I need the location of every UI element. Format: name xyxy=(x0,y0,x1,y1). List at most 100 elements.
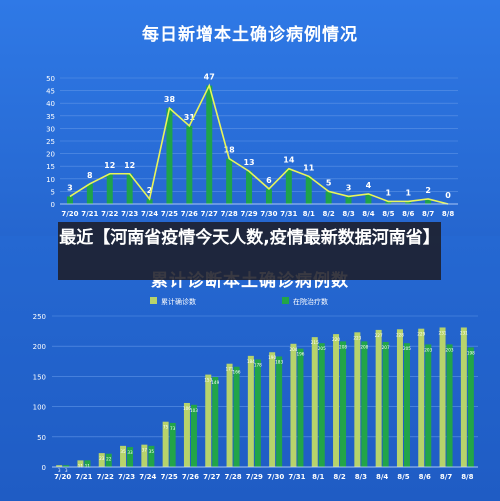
data-label: 3 xyxy=(346,183,352,192)
bar xyxy=(345,196,352,204)
data-label: 75 xyxy=(163,425,169,430)
data-label: 38 xyxy=(164,95,176,104)
bar xyxy=(56,465,63,467)
data-label: 3 xyxy=(65,468,68,473)
x-tick-label: 8/8 xyxy=(442,210,454,218)
x-tick-label: 7/29 xyxy=(240,210,257,218)
bar xyxy=(382,341,389,467)
y-tick-label: 150 xyxy=(33,373,46,381)
y-tick-label: 45 xyxy=(46,88,55,96)
x-tick-label: 7/23 xyxy=(118,473,135,481)
data-label: 11 xyxy=(78,463,84,468)
data-label: 106 xyxy=(183,406,191,411)
bar xyxy=(190,404,197,467)
data-label: 231 xyxy=(439,330,447,335)
x-tick-label: 8/7 xyxy=(440,473,452,481)
x-tick-label: 8/3 xyxy=(355,473,367,481)
bar xyxy=(212,377,219,467)
data-label: 11 xyxy=(303,163,315,172)
data-label: 190 xyxy=(268,355,276,360)
x-tick-label: 7/20 xyxy=(61,210,78,218)
bar xyxy=(205,374,212,467)
x-tick-label: 7/25 xyxy=(161,473,178,481)
data-label: 207 xyxy=(382,345,390,350)
bar xyxy=(439,327,446,467)
x-tick-label: 8/3 xyxy=(342,210,354,218)
bar xyxy=(166,108,173,204)
data-label: 11 xyxy=(85,463,91,468)
data-label: 178 xyxy=(254,362,262,367)
bar xyxy=(318,343,325,467)
bar xyxy=(126,173,133,204)
trend-line xyxy=(69,83,449,205)
x-tick-label: 7/24 xyxy=(139,473,156,481)
data-label: 204 xyxy=(289,347,297,352)
bar xyxy=(141,444,148,467)
legend-swatch xyxy=(150,297,157,304)
bar xyxy=(120,445,127,467)
bar xyxy=(127,447,134,467)
data-label: 8 xyxy=(87,171,93,180)
data-label: 5 xyxy=(326,178,332,187)
bar xyxy=(311,337,318,467)
data-label: 171 xyxy=(226,367,234,372)
bar xyxy=(425,344,432,467)
data-label: 3 xyxy=(58,468,61,473)
x-tick-label: 8/8 xyxy=(461,473,473,481)
data-label: 47 xyxy=(204,73,215,82)
bar xyxy=(162,421,169,467)
data-label: 35 xyxy=(149,449,155,454)
data-label: 3 xyxy=(67,183,73,192)
x-tick-label: 7/30 xyxy=(260,210,277,218)
y-tick-label: 100 xyxy=(33,404,46,412)
bar xyxy=(265,188,272,204)
data-label: 37 xyxy=(142,448,148,453)
x-tick-label: 7/28 xyxy=(221,210,238,218)
x-tick-label: 7/27 xyxy=(203,473,220,481)
data-label: 149 xyxy=(211,380,219,385)
data-label: 2 xyxy=(147,186,153,195)
bar xyxy=(233,366,240,467)
data-label: 1 xyxy=(405,188,411,197)
legend-swatch xyxy=(282,297,289,304)
bar xyxy=(105,453,112,467)
data-label: 4 xyxy=(366,181,372,190)
x-tick-label: 7/31 xyxy=(280,210,297,218)
x-tick-label: 8/2 xyxy=(333,473,345,481)
x-tick-label: 7/31 xyxy=(288,473,305,481)
headline-overlay: 最近【河南省疫情今天人数,疫情最新数据河南省】 xyxy=(58,222,441,280)
daily-cases-chart: 0510152025303540455037/2087/21127/22127/… xyxy=(46,73,458,218)
y-tick-label: 50 xyxy=(37,434,46,442)
data-label: 228 xyxy=(396,332,404,337)
y-tick-label: 5 xyxy=(51,188,55,196)
bar xyxy=(333,334,340,467)
y-tick-label: 0 xyxy=(51,201,55,209)
bar xyxy=(66,196,73,204)
data-label: 22 xyxy=(106,457,112,462)
x-tick-label: 8/1 xyxy=(303,210,315,218)
x-tick-label: 7/27 xyxy=(201,210,218,218)
x-tick-label: 7/26 xyxy=(182,473,199,481)
data-label: 215 xyxy=(311,340,319,345)
data-label: 229 xyxy=(417,332,425,337)
data-label: 153 xyxy=(204,378,212,383)
bar xyxy=(297,348,304,467)
bar xyxy=(403,343,410,467)
y-tick-label: 0 xyxy=(42,464,46,472)
data-label: 13 xyxy=(243,158,254,167)
y-tick-label: 10 xyxy=(46,176,55,184)
data-label: 205 xyxy=(318,346,326,351)
bar xyxy=(425,198,432,204)
data-label: 184 xyxy=(247,359,255,364)
x-tick-label: 8/7 xyxy=(422,210,434,218)
y-tick-label: 200 xyxy=(33,343,46,351)
bar xyxy=(365,193,372,204)
bar xyxy=(247,355,254,467)
y-tick-label: 40 xyxy=(46,100,55,108)
data-label: 203 xyxy=(446,347,454,352)
data-label: 208 xyxy=(360,344,368,349)
bar xyxy=(269,352,276,467)
bar xyxy=(106,173,113,204)
data-label: 6 xyxy=(266,176,272,185)
